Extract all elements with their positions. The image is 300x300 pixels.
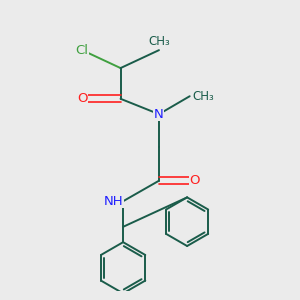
Text: N: N — [154, 108, 164, 121]
Text: CH₃: CH₃ — [148, 34, 170, 48]
Text: CH₃: CH₃ — [192, 90, 214, 103]
Text: NH: NH — [103, 195, 123, 208]
Text: Cl: Cl — [76, 44, 88, 57]
Text: O: O — [190, 174, 200, 187]
Text: O: O — [77, 92, 87, 105]
